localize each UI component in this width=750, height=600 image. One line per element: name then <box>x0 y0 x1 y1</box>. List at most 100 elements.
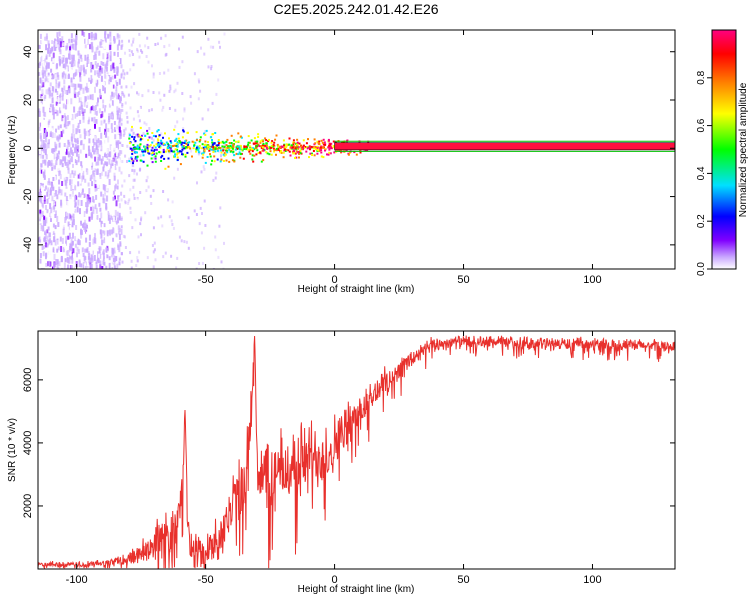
heatmap-cell <box>242 157 245 160</box>
heatmap-cell <box>138 119 141 123</box>
heatmap-cell <box>113 109 115 116</box>
heatmap-cell <box>71 54 74 60</box>
heatmap-cell <box>97 41 100 46</box>
heatmap-cell <box>48 261 51 266</box>
heatmap-cell <box>145 189 148 193</box>
heatmap-cell <box>68 85 71 91</box>
heatmap-cell <box>57 125 60 130</box>
heatmap-cell <box>64 121 67 126</box>
heatmap-cell <box>77 71 80 75</box>
heatmap-cell <box>142 132 145 136</box>
heatmap-cell <box>128 49 131 52</box>
heatmap-cell <box>45 61 48 66</box>
heatmap-cell <box>200 46 202 50</box>
heatmap-cell <box>211 101 214 105</box>
heatmap-cell <box>170 219 173 223</box>
heatmap-cell <box>112 62 115 69</box>
heatmap-cell <box>235 152 238 155</box>
heatmap-cell <box>135 264 138 267</box>
heatmap-cell <box>126 144 129 148</box>
heatmap-cell <box>51 92 54 97</box>
heatmap-cell <box>70 255 73 260</box>
heatmap-cell <box>39 77 42 84</box>
heatmap-cell <box>100 233 103 239</box>
heatmap-cell <box>207 65 210 69</box>
heatmap-cell <box>243 145 246 148</box>
heatmap-cell <box>167 68 170 72</box>
heatmap-cell <box>98 236 100 243</box>
heatmap-cell <box>75 128 78 135</box>
heatmap-cell <box>76 252 78 258</box>
heatmap-cell <box>76 98 79 103</box>
heatmap-cell <box>55 203 58 209</box>
heatmap-cell <box>121 104 124 108</box>
heatmap-cell <box>62 64 65 69</box>
heatmap-cell <box>98 108 101 114</box>
heatmap-cell <box>120 93 123 96</box>
heatmap-cell <box>87 207 90 213</box>
heatmap-cell <box>114 127 117 133</box>
heatmap-cell <box>79 119 82 124</box>
heatmap-cell <box>132 160 135 163</box>
heatmap-cell <box>215 144 218 147</box>
heatmap-cell <box>79 116 82 123</box>
heatmap-cell <box>201 143 204 146</box>
heatmap-cell <box>83 32 86 37</box>
heatmap-cell <box>271 145 274 148</box>
heatmap-cell <box>235 146 238 149</box>
heatmap-cell <box>70 181 73 188</box>
heatmap-cell <box>296 143 298 146</box>
heatmap-cell <box>51 97 54 104</box>
heatmap-cell <box>223 145 226 148</box>
heatmap-cell <box>74 78 77 83</box>
heatmap-cell <box>236 145 239 148</box>
heatmap-cell <box>210 136 213 139</box>
heatmap-cell <box>93 243 96 250</box>
heatmap-cell <box>78 97 81 103</box>
heatmap-cell <box>176 81 179 85</box>
heatmap-cell <box>47 120 50 125</box>
heatmap-cell <box>95 194 98 200</box>
heatmap-cell <box>66 145 69 151</box>
heatmap-cell <box>174 153 177 156</box>
heatmap-cell <box>74 170 77 176</box>
heatmap-cell <box>183 142 186 144</box>
heatmap-cell <box>38 195 41 202</box>
heatmap-cell <box>105 123 108 130</box>
heatmap-cell <box>180 239 183 243</box>
heatmap-cell <box>42 204 45 209</box>
heatmap-cell <box>269 146 272 149</box>
heatmap-cell <box>63 143 66 147</box>
heatmap-cell <box>220 154 222 158</box>
heatmap-cell <box>201 152 204 155</box>
heatmap-cell <box>86 266 89 269</box>
heatmap-cell <box>115 233 118 238</box>
heatmap-cell <box>182 117 185 121</box>
heatmap-cell <box>262 149 265 152</box>
heatmap-cell <box>102 85 105 92</box>
heatmap-cell <box>213 155 216 158</box>
heatmap-cell <box>123 72 126 76</box>
heatmap-cell <box>76 113 79 117</box>
heatmap-cell <box>107 39 110 45</box>
heatmap-cell <box>67 235 70 240</box>
heatmap-cell <box>107 211 110 215</box>
heatmap-cell <box>158 135 160 138</box>
heatmap-cell <box>94 224 97 230</box>
heatmap-cell <box>68 39 70 43</box>
heatmap-cell <box>118 149 121 156</box>
heatmap-cell <box>220 141 223 144</box>
heatmap-cell <box>228 160 231 163</box>
heatmap-cell <box>255 140 258 143</box>
heatmap-cell <box>79 85 82 91</box>
heatmap-cell <box>74 44 77 51</box>
heatmap-cell <box>75 144 78 150</box>
heatmap-cell <box>249 152 252 155</box>
heatmap-cell <box>319 146 322 149</box>
heatmap-cell <box>57 246 60 251</box>
heatmap-cell <box>237 132 240 135</box>
x-tick-label: 100 <box>583 574 601 586</box>
heatmap-cell <box>78 66 81 73</box>
heatmap-cell <box>144 150 147 153</box>
heatmap-cell <box>193 144 196 147</box>
